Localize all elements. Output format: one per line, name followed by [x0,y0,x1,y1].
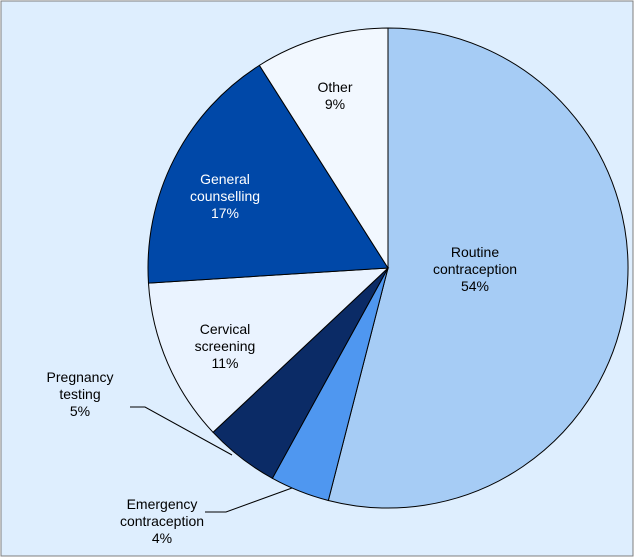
pie-slice [147,64,389,284]
category-label: Other [317,79,353,95]
value-label: 54% [460,277,490,294]
slice-label-box: Pregnancy testing 5% [25,359,135,429]
slice-label-box: Emergency contraception 4% [102,486,222,556]
slice-label-box: Cervical screening 11% [175,311,275,381]
pie-slice [327,27,629,509]
value-label: 9% [324,96,346,112]
slice-label-box: Other 9% [295,61,375,131]
pie-slice [258,27,389,270]
slice-label-box: General counselling 17% [170,161,280,231]
category-label: General counselling [189,170,261,204]
value-label: 17% [210,204,240,221]
leader-line [130,406,233,456]
pie-slice [147,267,390,433]
category-label: Cervical screening [194,320,256,354]
value-label: 5% [69,402,91,419]
value-label: 11% [211,354,239,371]
category-label: Routine contraception [432,243,518,277]
slice-label-box: Routine contraception 54% [415,234,535,304]
category-label: Emergency contraception [119,495,205,529]
leader-line [205,487,293,513]
category-label: Pregnancy testing [46,368,114,402]
value-label: 4% [151,529,173,546]
